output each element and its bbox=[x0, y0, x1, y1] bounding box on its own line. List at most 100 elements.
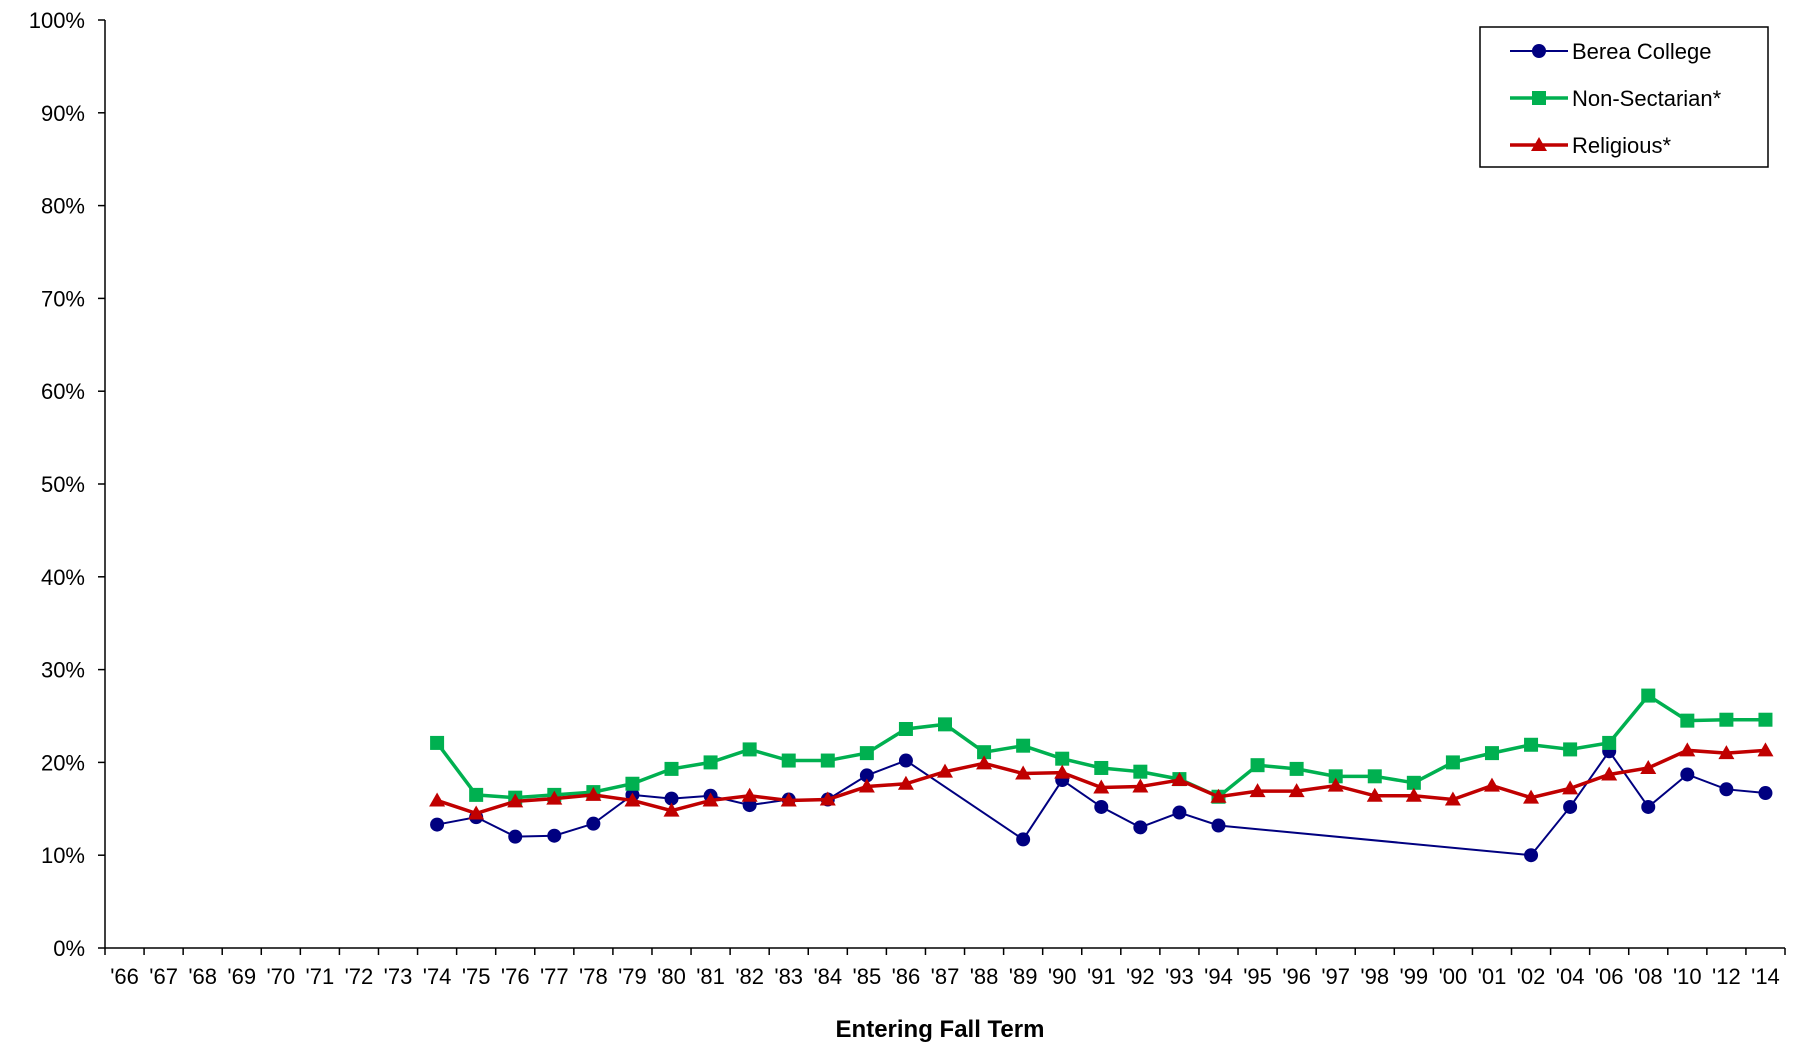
x-tick-label: '10 bbox=[1673, 964, 1702, 989]
data-point bbox=[1016, 738, 1031, 753]
data-point bbox=[1054, 764, 1071, 779]
data-point bbox=[1563, 799, 1578, 814]
x-tick-label: '84 bbox=[813, 964, 842, 989]
legend-label: Religious* bbox=[1572, 133, 1671, 158]
series-layer bbox=[429, 688, 1774, 863]
data-point bbox=[858, 778, 875, 793]
x-tick-label: '78 bbox=[579, 964, 608, 989]
x-tick-label: '76 bbox=[501, 964, 530, 989]
x-tick-label: '93 bbox=[1165, 964, 1194, 989]
series-religious bbox=[429, 742, 1774, 820]
x-tick-label: '14 bbox=[1751, 964, 1780, 989]
x-tick-label: '08 bbox=[1634, 964, 1663, 989]
x-tick-label: '70 bbox=[266, 964, 295, 989]
data-point bbox=[1445, 755, 1460, 770]
data-point bbox=[430, 817, 445, 832]
x-tick-label: '74 bbox=[423, 964, 452, 989]
x-tick-label: '90 bbox=[1048, 964, 1077, 989]
x-tick-label: '72 bbox=[345, 964, 374, 989]
data-point bbox=[1602, 735, 1617, 750]
data-point bbox=[1532, 44, 1546, 58]
x-tick-label: '71 bbox=[306, 964, 335, 989]
data-point bbox=[1172, 805, 1187, 820]
y-tick-label: 100% bbox=[29, 8, 85, 33]
x-tick-label: '95 bbox=[1243, 964, 1272, 989]
x-tick-label: '00 bbox=[1439, 964, 1468, 989]
data-point bbox=[1524, 848, 1539, 863]
legend: Berea College Non-Sectarian* Religious* bbox=[1479, 26, 1769, 168]
data-point bbox=[663, 802, 680, 817]
x-tick-label: '91 bbox=[1087, 964, 1116, 989]
data-point bbox=[703, 755, 718, 770]
data-point bbox=[1133, 764, 1148, 779]
data-point bbox=[1757, 742, 1774, 757]
data-point bbox=[1601, 766, 1618, 781]
x-tick-label: '12 bbox=[1712, 964, 1741, 989]
data-point bbox=[780, 792, 797, 807]
data-point bbox=[1211, 818, 1226, 833]
data-point bbox=[625, 776, 640, 791]
data-point bbox=[1563, 742, 1578, 757]
data-point bbox=[1016, 832, 1031, 847]
data-point bbox=[1679, 742, 1696, 757]
y-tick-label: 50% bbox=[41, 472, 85, 497]
data-point bbox=[1562, 780, 1579, 795]
y-tick-label: 60% bbox=[41, 379, 85, 404]
data-point bbox=[1366, 787, 1383, 802]
x-tick-label: '96 bbox=[1282, 964, 1311, 989]
data-point bbox=[430, 735, 445, 750]
x-tick-label: '82 bbox=[735, 964, 764, 989]
data-point bbox=[468, 805, 485, 820]
data-point bbox=[781, 753, 796, 768]
data-point bbox=[1406, 775, 1421, 790]
data-point bbox=[1532, 91, 1546, 105]
x-tick-label: '98 bbox=[1360, 964, 1389, 989]
data-point bbox=[1680, 713, 1695, 728]
data-point bbox=[1015, 765, 1032, 780]
data-point bbox=[1531, 137, 1547, 151]
data-point bbox=[1641, 688, 1656, 703]
legend-item: Religious* bbox=[1510, 133, 1671, 158]
data-point bbox=[1367, 769, 1382, 784]
x-tick-label: '66 bbox=[110, 964, 139, 989]
data-point bbox=[1250, 758, 1265, 773]
data-point bbox=[1328, 769, 1343, 784]
data-point bbox=[507, 793, 524, 808]
y-tick-label: 20% bbox=[41, 750, 85, 775]
data-point bbox=[1249, 783, 1266, 798]
data-point bbox=[1719, 782, 1734, 797]
data-point bbox=[937, 763, 953, 778]
x-tick-label: '01 bbox=[1478, 964, 1507, 989]
data-point bbox=[1171, 772, 1188, 787]
x-tick-label: '69 bbox=[227, 964, 256, 989]
x-tick-label: '99 bbox=[1400, 964, 1429, 989]
data-point bbox=[664, 791, 679, 806]
x-tick-label: '94 bbox=[1204, 964, 1233, 989]
data-point bbox=[1640, 759, 1657, 774]
x-tick-label: '02 bbox=[1517, 964, 1546, 989]
y-tick-label: 0% bbox=[53, 936, 85, 961]
data-point bbox=[1483, 777, 1500, 792]
data-point bbox=[508, 829, 523, 844]
x-tick-label: '85 bbox=[853, 964, 882, 989]
data-point bbox=[1288, 783, 1305, 798]
data-point bbox=[742, 742, 757, 757]
x-tick-label: '67 bbox=[149, 964, 178, 989]
data-point bbox=[1444, 791, 1461, 806]
legend-label: Berea College bbox=[1572, 39, 1711, 64]
y-tick-label: 70% bbox=[41, 286, 85, 311]
y-tick-label: 30% bbox=[41, 658, 85, 683]
data-point bbox=[1327, 777, 1344, 792]
legend-label: Non-Sectarian* bbox=[1572, 86, 1722, 111]
x-tick-label: '92 bbox=[1126, 964, 1155, 989]
x-tick-label: '97 bbox=[1321, 964, 1350, 989]
data-point bbox=[976, 755, 993, 770]
x-axis-label: Entering Fall Term bbox=[836, 1016, 1045, 1043]
data-point bbox=[1210, 788, 1227, 803]
data-point bbox=[1093, 779, 1110, 794]
legend-item: Berea College bbox=[1510, 39, 1711, 64]
data-point bbox=[1641, 799, 1656, 814]
data-point bbox=[938, 717, 952, 732]
x-tick-label: '06 bbox=[1595, 964, 1624, 989]
